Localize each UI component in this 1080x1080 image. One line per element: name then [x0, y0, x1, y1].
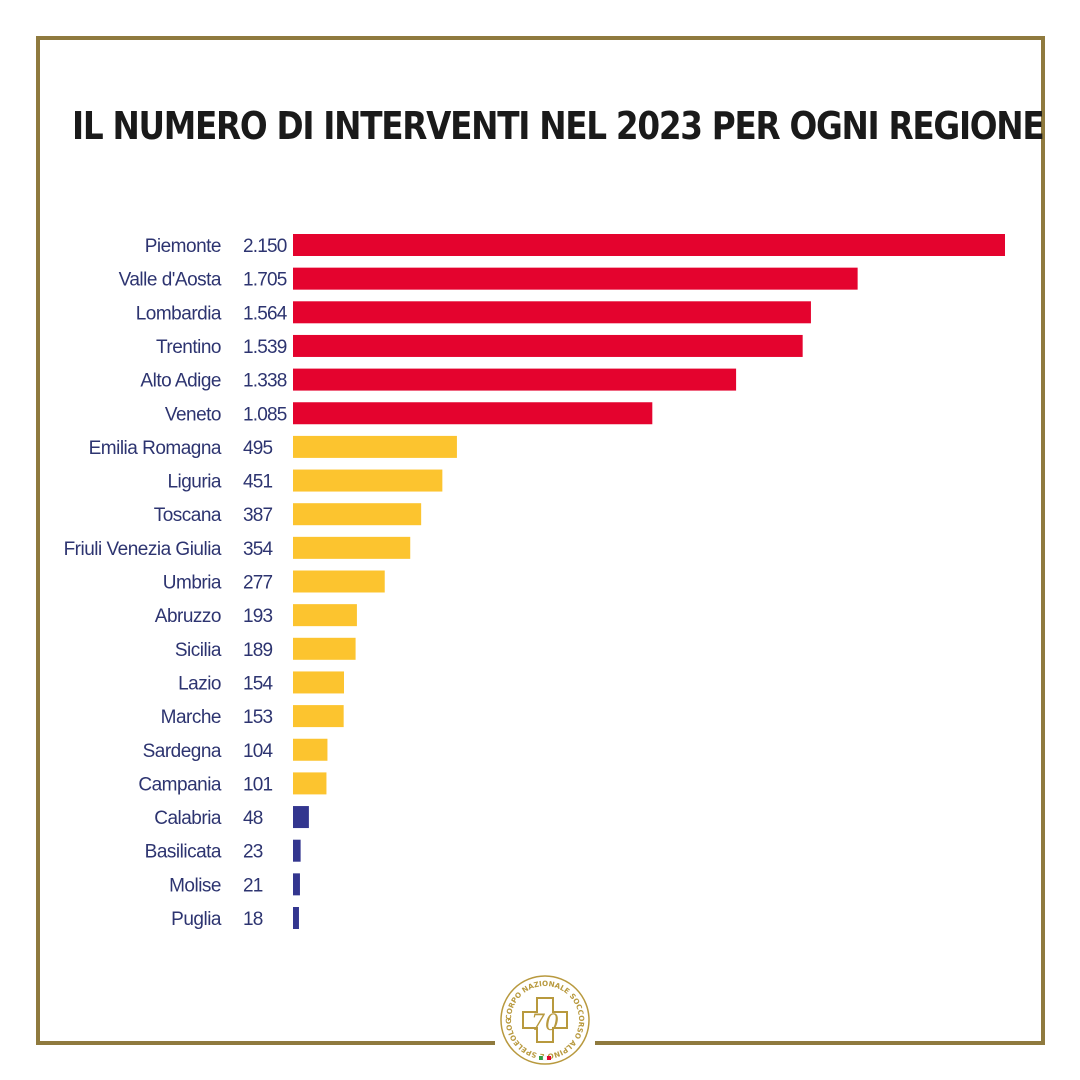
logo-mark: 70 — [531, 1011, 559, 1036]
value-label-trentino: 1.539 — [243, 337, 287, 358]
bar-sardegna — [293, 738, 328, 761]
value-label-abruzzo: 193 — [243, 606, 273, 627]
region-label-piemonte: Piemonte — [145, 236, 221, 257]
bar-umbria — [293, 570, 385, 593]
region-label-umbria: Umbria — [163, 573, 222, 594]
region-label-lazio: Lazio — [178, 673, 221, 694]
chart-title: IL NUMERO DI INTERVENTI NEL 2023 PER OGN… — [72, 104, 1045, 148]
region-label-calabria: Calabria — [154, 808, 222, 829]
region-label-toscana: Toscana — [154, 505, 222, 526]
region-label-friuli-venezia-giulia: Friuli Venezia Giulia — [64, 539, 222, 560]
value-label-campania: 101 — [243, 774, 273, 795]
region-label-sicilia: Sicilia — [175, 640, 222, 661]
value-label-veneto: 1.085 — [243, 404, 287, 425]
value-label-molise: 21 — [243, 875, 263, 896]
region-label-campania: Campania — [138, 774, 222, 795]
region-label-veneto: Veneto — [165, 404, 221, 425]
bar-marche — [293, 705, 344, 728]
region-label-abruzzo: Abruzzo — [155, 606, 221, 627]
logo: CORPO NAZIONALE SOCCORSO ALPINO E SPELEO… — [492, 963, 595, 1070]
region-label-alto-adige: Alto Adige — [140, 371, 221, 392]
value-label-emilia-romagna: 495 — [243, 438, 273, 459]
value-label-lazio: 154 — [243, 673, 274, 694]
bar-lazio — [293, 671, 344, 694]
region-label-marche: Marche — [161, 707, 221, 728]
value-label-toscana: 387 — [243, 505, 273, 526]
region-label-emilia-romagna: Emilia Romagna — [89, 438, 222, 459]
value-label-calabria: 48 — [243, 808, 263, 829]
value-label-basilicata: 23 — [243, 842, 263, 863]
bar-valle-d-aosta — [293, 267, 858, 290]
bar-calabria — [293, 806, 309, 829]
region-label-puglia: Puglia — [171, 909, 222, 930]
bar-emilia-romagna — [293, 435, 457, 458]
region-label-lombardia: Lombardia — [136, 303, 222, 324]
value-label-sicilia: 189 — [243, 640, 273, 661]
bar-abruzzo — [293, 604, 357, 627]
bar-piemonte — [293, 234, 1005, 256]
region-label-basilicata: Basilicata — [145, 842, 222, 863]
value-label-friuli-venezia-giulia: 354 — [243, 539, 274, 560]
value-label-liguria: 451 — [243, 472, 273, 493]
bar-chart: Piemonte 2.150 Valle d'Aosta 1.705 Lombardia… — [64, 234, 1005, 930]
value-label-valle-d-aosta: 1.705 — [243, 270, 287, 291]
bar-basilicata — [293, 839, 301, 862]
bar-campania — [293, 772, 327, 795]
bar-puglia — [293, 907, 299, 929]
value-label-sardegna: 104 — [243, 741, 274, 762]
bar-molise — [293, 873, 300, 896]
value-label-umbria: 277 — [243, 573, 273, 594]
bar-liguria — [293, 469, 443, 492]
value-label-lombardia: 1.564 — [243, 303, 288, 324]
region-label-sardegna: Sardegna — [143, 741, 222, 762]
value-label-alto-adige: 1.338 — [243, 371, 287, 392]
bar-friuli-venezia-giulia — [293, 536, 411, 559]
value-label-piemonte: 2.150 — [243, 236, 287, 257]
region-label-molise: Molise — [169, 875, 221, 896]
bar-trentino — [293, 334, 803, 357]
value-label-puglia: 18 — [243, 909, 263, 930]
region-label-trentino: Trentino — [156, 337, 221, 358]
region-label-valle-d-aosta: Valle d'Aosta — [119, 270, 222, 291]
bar-lombardia — [293, 301, 811, 324]
cnsas-emblem-icon: CORPO NAZIONALE SOCCORSO ALPINO E SPELEO… — [492, 963, 590, 1065]
bar-toscana — [293, 503, 422, 526]
value-label-marche: 153 — [243, 707, 273, 728]
region-label-liguria: Liguria — [167, 472, 221, 493]
bar-sicilia — [293, 637, 356, 660]
bar-veneto — [293, 402, 653, 425]
bar-alto-adige — [293, 368, 737, 391]
